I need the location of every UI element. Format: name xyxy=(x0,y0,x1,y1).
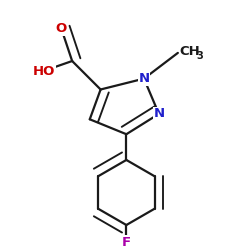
Text: F: F xyxy=(122,236,131,249)
Text: O: O xyxy=(56,22,67,35)
Text: N: N xyxy=(138,72,149,85)
Text: HO: HO xyxy=(32,65,55,78)
Text: CH: CH xyxy=(179,45,200,58)
Text: N: N xyxy=(153,108,164,120)
Text: 3: 3 xyxy=(196,51,203,61)
